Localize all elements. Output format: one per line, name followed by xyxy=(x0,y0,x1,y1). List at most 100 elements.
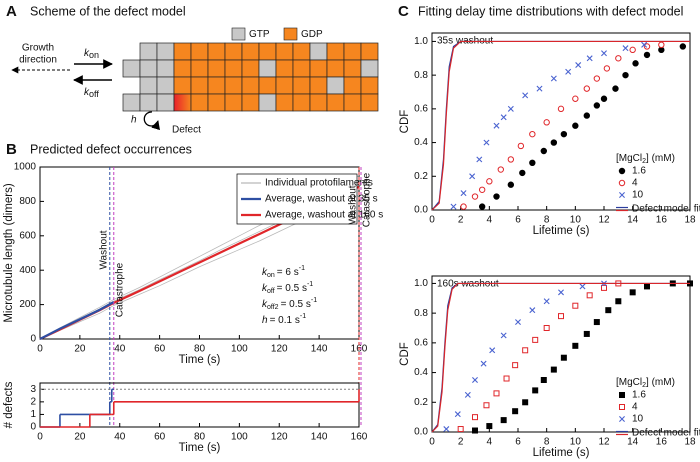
point xyxy=(550,139,558,146)
parameter: h = 0.1 s-1 xyxy=(262,313,306,326)
point xyxy=(629,289,636,296)
tubulin-cell xyxy=(326,76,345,95)
tubulin-cell xyxy=(343,76,362,95)
point xyxy=(515,319,521,326)
point xyxy=(641,41,648,48)
tubulin-cell xyxy=(207,59,226,78)
point xyxy=(572,122,579,129)
point xyxy=(543,325,550,331)
point xyxy=(622,45,629,52)
tubulin-cell xyxy=(326,59,345,78)
x-tick-label: 16 xyxy=(656,437,668,448)
point xyxy=(679,43,687,50)
point xyxy=(460,190,467,197)
legend-label: Defect model fit xyxy=(632,428,700,439)
legend-title-part: 2 xyxy=(642,158,646,165)
y-tick-label: 600 xyxy=(19,230,36,241)
point xyxy=(622,71,629,79)
tubulin-cell xyxy=(156,93,175,112)
point xyxy=(543,119,550,126)
legend-label: Average, washout at 160 s xyxy=(265,210,383,221)
tubulin-cell xyxy=(241,76,260,95)
point xyxy=(480,360,487,367)
x-tick-label: 14 xyxy=(627,437,639,448)
point xyxy=(529,159,536,167)
point xyxy=(593,319,600,326)
event-label: Catastrophe xyxy=(114,262,125,317)
tubulin-cell xyxy=(156,42,175,61)
x-tick-label: 18 xyxy=(684,215,696,226)
point xyxy=(483,402,490,409)
point xyxy=(500,114,507,121)
tubulin-cell xyxy=(190,93,209,112)
tubulin-cell xyxy=(258,76,277,95)
tubulin-cell xyxy=(173,93,192,112)
point xyxy=(643,43,651,50)
h-label: h xyxy=(131,115,137,126)
tubulin-cell xyxy=(241,59,260,78)
point xyxy=(557,105,565,113)
point xyxy=(450,203,457,210)
point xyxy=(532,387,539,394)
point xyxy=(497,166,504,173)
tubulin-cell xyxy=(173,76,192,95)
point xyxy=(540,147,547,155)
y-tick-label: 0.2 xyxy=(414,397,428,408)
event-label: Washout xyxy=(98,230,109,269)
y-tick-label: 1.0 xyxy=(414,36,428,47)
point xyxy=(615,298,622,305)
legend-marker xyxy=(619,404,625,410)
point xyxy=(572,342,579,349)
parameter-part: = 0.5 s xyxy=(281,299,311,310)
legend-swatch xyxy=(283,27,298,41)
fit-curve xyxy=(431,282,690,433)
x-tick-label: 60 xyxy=(154,432,166,443)
y-axis-label: Microtubule length (dimers) xyxy=(3,183,15,323)
h-arrow xyxy=(143,111,160,131)
legend-label: Defect model fit xyxy=(632,204,700,215)
legend-label: 1.6 xyxy=(632,390,646,401)
tubulin-cell xyxy=(326,42,345,61)
point xyxy=(575,62,582,69)
point xyxy=(486,178,493,185)
koff-label-part: k xyxy=(84,87,90,98)
tubulin-cell xyxy=(139,42,158,61)
tubulin-cell xyxy=(156,76,175,95)
point xyxy=(483,139,490,146)
point xyxy=(522,347,529,354)
y-tick-label: 2 xyxy=(30,396,36,407)
point xyxy=(457,426,464,433)
tubulin-cell xyxy=(360,76,379,95)
point xyxy=(583,330,590,337)
x-tick-label: 100 xyxy=(231,344,248,355)
point xyxy=(460,203,467,210)
x-tick-label: 140 xyxy=(311,344,328,355)
point xyxy=(476,156,483,163)
y-tick-label: 400 xyxy=(19,265,36,276)
tubulin-cell xyxy=(258,42,277,61)
point xyxy=(519,169,526,177)
point xyxy=(536,85,543,92)
tubulin-cell xyxy=(343,93,362,112)
x-tick-label: 120 xyxy=(271,432,288,443)
tubulin-cell xyxy=(173,42,192,61)
tubulin-cell xyxy=(224,59,243,78)
point xyxy=(512,362,519,369)
tubulin-cell xyxy=(224,76,243,95)
tubulin-cell xyxy=(275,59,294,78)
legend-title-part: [MgCl xyxy=(616,377,642,388)
point xyxy=(565,68,572,75)
panel-label: C xyxy=(398,3,409,20)
parameter-part: k xyxy=(262,283,268,294)
tubulin-cell xyxy=(326,93,345,112)
y-tick-label: 200 xyxy=(19,299,36,310)
point xyxy=(632,60,639,67)
legend-title-part: 2 xyxy=(642,382,646,389)
panel-label: A xyxy=(6,3,17,20)
x-tick-label: 140 xyxy=(311,432,328,443)
point xyxy=(579,283,586,290)
tubulin-cell xyxy=(139,93,158,112)
legend-label: Individual protofilaments xyxy=(265,178,373,189)
y-tick-label: 0.4 xyxy=(414,137,428,148)
